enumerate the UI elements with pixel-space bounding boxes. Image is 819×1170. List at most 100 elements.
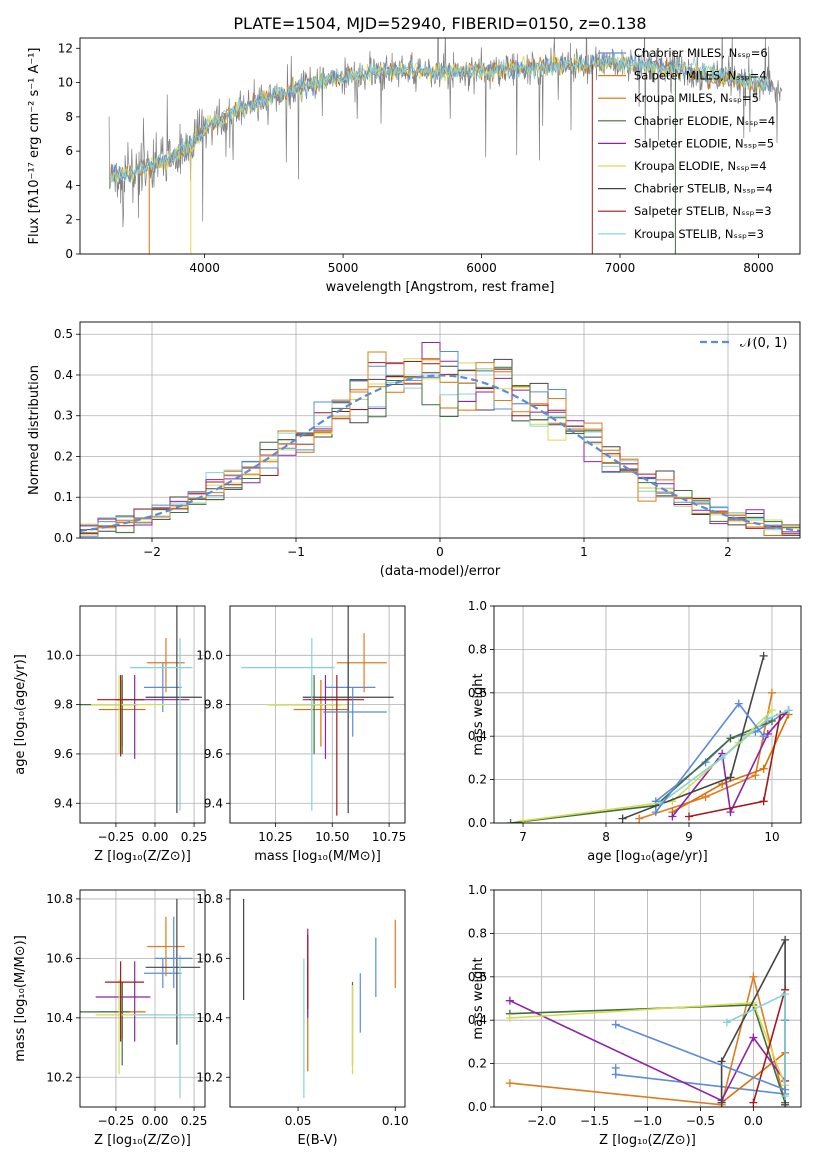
axes-frame	[229, 889, 406, 1108]
weight-marker	[717, 1057, 726, 1066]
weight-marker	[717, 1098, 726, 1107]
x-tick-label: 0.25	[181, 1114, 208, 1128]
weight-marker	[506, 819, 515, 823]
y-tick-label: 6	[65, 144, 73, 158]
x-tick-label: 0.25	[181, 830, 208, 844]
y-tick-label: 10.2	[196, 1070, 223, 1084]
x-tick-label: 10.50	[315, 830, 349, 844]
y-tick-label: 0.2	[468, 1057, 487, 1071]
y-tick-label: 0.2	[54, 449, 73, 463]
y-tick-label: 0.5	[54, 327, 73, 341]
y-tick-label: 8	[65, 110, 73, 124]
x-tick-label: −1.0	[633, 1114, 662, 1128]
x-tick-label: 1	[580, 545, 588, 559]
y-tick-label: 0.4	[468, 729, 487, 743]
y-axis-label: Flux [fλ10⁻¹⁷ erg cm⁻² s⁻¹ A⁻¹]	[27, 48, 42, 245]
x-tick-label: −0.5	[686, 1114, 715, 1128]
legend-label: Chabrier STELIB, Nₛₛₚ=4	[634, 182, 773, 196]
weight-series-line	[509, 976, 786, 1106]
y-tick-label: 10.2	[46, 1070, 73, 1084]
legend-label: 𝒩(0, 1)	[740, 336, 787, 351]
plot-area-weight-vs-age	[506, 651, 793, 823]
y-tick-label: 10.4	[196, 1011, 223, 1025]
y-tick-label: 10.8	[196, 892, 223, 906]
axes-mass-vs-Z: −0.25 0.00 0.25 10.2 10.4 10.6 10.8 Z [log₁₀(Z/…	[13, 889, 208, 1148]
y-tick-label: 0.6	[468, 970, 487, 984]
weight-marker	[611, 1070, 620, 1079]
legend-label: Kroupa ELODIE, Nₛₛₚ=4	[634, 159, 767, 173]
y-tick-label: 9.4	[204, 796, 223, 810]
weight-marker	[781, 1100, 790, 1107]
y-tick-label: 0.8	[468, 926, 487, 940]
weight-marker	[722, 1018, 731, 1027]
x-axis-label: Z [log₁₀(Z/Z⊙)]	[94, 849, 191, 864]
axes-frame	[79, 37, 801, 255]
y-tick-label: 9.4	[54, 796, 73, 810]
y-tick-label: 4	[65, 178, 73, 192]
x-tick-label: 7	[519, 830, 527, 844]
y-tick-label: 0.1	[54, 490, 73, 504]
y-tick-label: 9.8	[54, 698, 73, 712]
y-tick-label: 10.6	[46, 951, 73, 965]
weight-marker	[618, 814, 627, 823]
y-tick-label: 10.4	[46, 1011, 73, 1025]
y-tick-label: 0.4	[468, 1013, 487, 1027]
legend-label: Chabrier MILES, Nₛₛₚ=6	[634, 46, 768, 60]
y-tick-label: 12	[58, 41, 73, 55]
axes-weight-vs-age: 7 8 9 10 0.0 0.2 0.4 0.6 0.8 1.0 age [log₁₀(age/yr…	[468, 599, 802, 864]
weight-marker	[781, 935, 790, 944]
weight-marker	[505, 1079, 514, 1088]
x-tick-label: 2	[724, 545, 732, 559]
axes-frame	[229, 605, 406, 824]
normal-curve	[80, 374, 800, 532]
weight-marker	[505, 1014, 514, 1023]
x-axis-label: Z [log₁₀(Z/Z⊙)]	[599, 1133, 696, 1148]
x-tick-label: −1	[287, 545, 305, 559]
weight-marker	[651, 808, 660, 817]
y-axis-label: age [log₁₀(age/yr)]	[13, 654, 28, 775]
weight-marker	[767, 717, 776, 726]
y-tick-label: 0	[65, 247, 73, 261]
axes-frame	[79, 889, 206, 1108]
figure-title: PLATE=1504, MJD=52940, FIBERID=0150, z=0…	[233, 14, 646, 33]
plot-area-mass-vs-Z	[80, 898, 201, 1099]
x-tick-label: 0.05	[285, 1114, 312, 1128]
weight-series-line	[752, 989, 786, 1103]
plot-area-age-vs-Z	[80, 606, 202, 814]
x-tick-label: 0.0	[744, 1114, 763, 1128]
y-tick-label: 10	[58, 76, 73, 90]
x-axis-label: mass [log₁₀(M/M⊙)]	[254, 849, 381, 864]
histogram-step	[80, 366, 800, 534]
histogram-step	[80, 351, 800, 533]
y-axis-label: Normed distribution	[27, 365, 42, 495]
histogram-step	[80, 368, 800, 531]
x-tick-label: 0.10	[382, 1114, 409, 1128]
axes-frame	[493, 605, 802, 824]
y-tick-label: 1.0	[468, 883, 487, 897]
weight-marker	[759, 797, 768, 806]
x-tick-label: −0.25	[98, 1114, 135, 1128]
x-tick-label: 6000	[466, 261, 497, 275]
y-tick-label: 0.8	[468, 642, 487, 656]
y-tick-label: 0.0	[54, 531, 73, 545]
weight-marker	[734, 699, 743, 708]
x-tick-label: 0.00	[142, 830, 169, 844]
axes-spectrum: 4000 5000 6000 7000 8000 0 2 4 6 8 10 12 wavelength …	[27, 37, 801, 295]
x-tick-label: 0.00	[142, 1114, 169, 1128]
weight-marker	[749, 1098, 758, 1107]
weight-marker	[759, 732, 768, 741]
weight-series-line	[622, 655, 765, 820]
plot-area-mass-vs-ebv	[243, 898, 396, 1099]
weight-marker	[726, 734, 735, 743]
legend-label: Salpeter STELIB, Nₛₛₚ=3	[634, 204, 772, 218]
legend-label: Kroupa STELIB, Nₛₛₚ=3	[634, 227, 764, 241]
axes-weight-vs-Z: −2.0 −1.5 −1.0 −0.5 0.0 0.0 0.2 0.4 0.6 0.8 1.0 Z […	[468, 883, 802, 1148]
plot-area-residuals	[80, 342, 800, 537]
weight-marker	[635, 814, 644, 823]
y-tick-label: 0.0	[468, 1100, 487, 1114]
y-axis-label: mass weight	[471, 673, 486, 755]
axes-residuals: −2 −1 0 1 2 0.0 0.1 0.2 0.3 0.4 0.5 (data-model)/er…	[27, 321, 801, 579]
weight-marker	[763, 714, 772, 723]
y-tick-label: 0.6	[468, 686, 487, 700]
